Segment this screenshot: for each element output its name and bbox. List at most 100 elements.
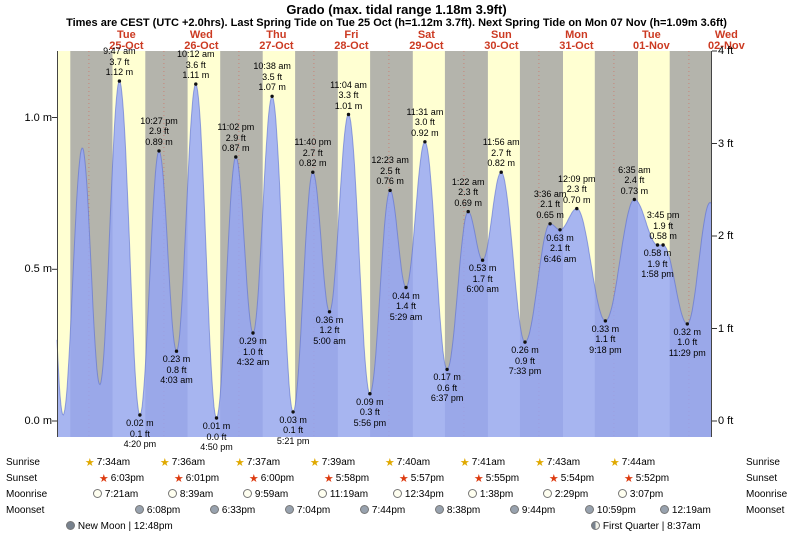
moonset-circle-icon <box>509 505 519 514</box>
sunrise-time: 7:39am <box>321 457 356 468</box>
sunrise-cell: ★ 7:39am <box>310 456 355 470</box>
sunset-time: 5:58pm <box>335 473 370 484</box>
moonrise-circle-icon <box>317 489 327 498</box>
first-quarter-icon <box>590 521 600 530</box>
y-axis-label-ft: 4 ft <box>718 45 734 57</box>
page-title: Grado (max. tidal range 1.18m 3.9ft) <box>286 2 507 17</box>
sunrise-star-icon: ★ <box>609 457 620 469</box>
sunrise-time: 7:34am <box>96 457 131 468</box>
day-header-dow: Sun <box>491 29 512 41</box>
moonset-circle-icon <box>659 505 669 514</box>
sunrise-time: 7:40am <box>396 457 431 468</box>
day-header-dow: Tue <box>642 29 661 41</box>
sunset-cell: ★ 6:01pm <box>174 472 219 486</box>
sunrise-star-icon: ★ <box>459 457 470 469</box>
day-header-date: 01-Nov <box>633 39 670 52</box>
tide-extreme-dot <box>368 392 372 396</box>
tide-extreme-dot <box>404 285 408 290</box>
sunset-star-icon: ★ <box>623 473 634 485</box>
tide-extreme-dot <box>655 243 660 247</box>
tide-extreme-dot <box>661 243 665 247</box>
sunset-time: 5:54pm <box>560 473 595 484</box>
day-header: Mon 31-Oct <box>542 30 610 51</box>
moonset-time: 8:38pm <box>446 505 481 516</box>
moonset-cell: 7:44pm <box>359 504 405 517</box>
day-header: Sat 29-Oct <box>392 30 460 51</box>
astro-row-label-left: Sunrise <box>6 457 40 468</box>
sunset-cell: ★ 6:03pm <box>99 472 144 486</box>
sunrise-cell: ★ 7:41am <box>460 456 505 470</box>
moonrise-circle-icon <box>242 489 252 498</box>
sunset-cell: ★ 5:57pm <box>399 472 444 486</box>
tide-extreme-dot <box>270 94 274 98</box>
moonrise-circle-icon <box>617 489 627 498</box>
day-header: Tue 01-Nov <box>617 30 685 51</box>
day-header-dow: Wed <box>189 29 213 41</box>
page-subtitle: Times are CEST (UTC +2.0hrs). Last Sprin… <box>66 17 727 29</box>
moonrise-time: 9:59am <box>254 489 289 500</box>
day-header-date: 26-Oct <box>184 39 219 52</box>
day-header: Wed 26-Oct <box>167 30 235 51</box>
sunset-star-icon: ★ <box>473 473 484 485</box>
day-header-date: 29-Oct <box>409 39 444 52</box>
astro-row-label-left: Moonrise <box>6 489 48 500</box>
tide-extreme-dot <box>685 322 689 326</box>
moonset-circle-icon <box>584 505 594 514</box>
astro-row-label-left: Moonset <box>6 505 45 516</box>
moon-phase: New Moon | 12:48pm <box>65 520 173 533</box>
sunset-star-icon: ★ <box>248 473 259 485</box>
day-header-dow: Mon <box>565 29 588 41</box>
day-header-date: 28-Oct <box>334 39 369 52</box>
tide-extreme-dot <box>174 349 179 353</box>
moonset-cell: 7:04pm <box>284 504 331 517</box>
day-header-dow: Fri <box>344 29 359 41</box>
sunrise-star-icon: ★ <box>309 457 320 469</box>
moonrise-cell: 11:19am <box>317 488 368 501</box>
tide-extreme-dot <box>311 170 315 174</box>
tide-extreme-dot <box>558 228 562 232</box>
sunrise-star-icon: ★ <box>234 457 245 469</box>
tide-extreme-dot <box>423 140 427 144</box>
y-axis-label-ft: 3 ft <box>718 137 734 150</box>
sunset-cell: ★ 5:52pm <box>624 472 669 486</box>
sunset-star-icon: ★ <box>173 473 184 485</box>
moonrise-cell: 8:39am <box>167 488 214 501</box>
moonset-time: 9:44pm <box>521 505 556 516</box>
new-moon-icon <box>65 521 75 530</box>
y-axis-label-m: 0.5 m <box>24 263 52 276</box>
sunset-time: 6:01pm <box>185 473 220 484</box>
sunset-star-icon: ★ <box>398 473 409 485</box>
sunrise-time: 7:37am <box>246 457 281 468</box>
tide-extreme-dot <box>499 170 503 174</box>
tide-extreme-dot <box>157 149 161 153</box>
moon-phase-label: First Quarter | 8:37am <box>602 521 701 532</box>
moonrise-circle-icon <box>92 489 102 498</box>
sunrise-time: 7:41am <box>471 457 506 468</box>
moonrise-circle-icon <box>467 489 477 498</box>
sunrise-star-icon: ★ <box>534 457 545 469</box>
tide-chart-svg <box>52 50 717 437</box>
sunrise-cell: ★ 7:37am <box>235 456 280 470</box>
astro-row-label-right: Sunset <box>746 473 778 484</box>
y-axis-label-m: 1.0 m <box>24 111 52 124</box>
day-header: Sun 30-Oct <box>467 30 535 51</box>
sunrise-cell: ★ 7:40am <box>385 456 430 470</box>
moonrise-time: 1:38pm <box>479 489 514 500</box>
astro-row-label-right: Moonset <box>746 505 785 516</box>
day-header: Tue 25-Oct <box>92 30 160 51</box>
astro-row-label-right: Sunrise <box>746 457 780 468</box>
sunset-star-icon: ★ <box>98 473 109 485</box>
moonset-time: 7:04pm <box>296 505 331 516</box>
y-axis-label-ft: 2 ft <box>718 230 734 242</box>
tide-area <box>57 81 712 437</box>
tide-extreme-dot <box>388 188 392 193</box>
tide-extreme-dot <box>523 340 527 344</box>
day-header-date: 25-Oct <box>109 39 144 52</box>
day-header-dow: Sat <box>417 29 435 41</box>
day-header-date: 27-Oct <box>259 39 294 52</box>
moonrise-time: 3:07pm <box>629 489 664 500</box>
moonset-circle-icon <box>284 505 294 514</box>
tide-extreme-dot <box>445 367 449 372</box>
moonrise-time: 8:39am <box>179 489 214 500</box>
tide-chart: 9:47 am 3.7 ft 1.12 m 0.02 m 0.1 ft 4:20 … <box>52 46 717 452</box>
